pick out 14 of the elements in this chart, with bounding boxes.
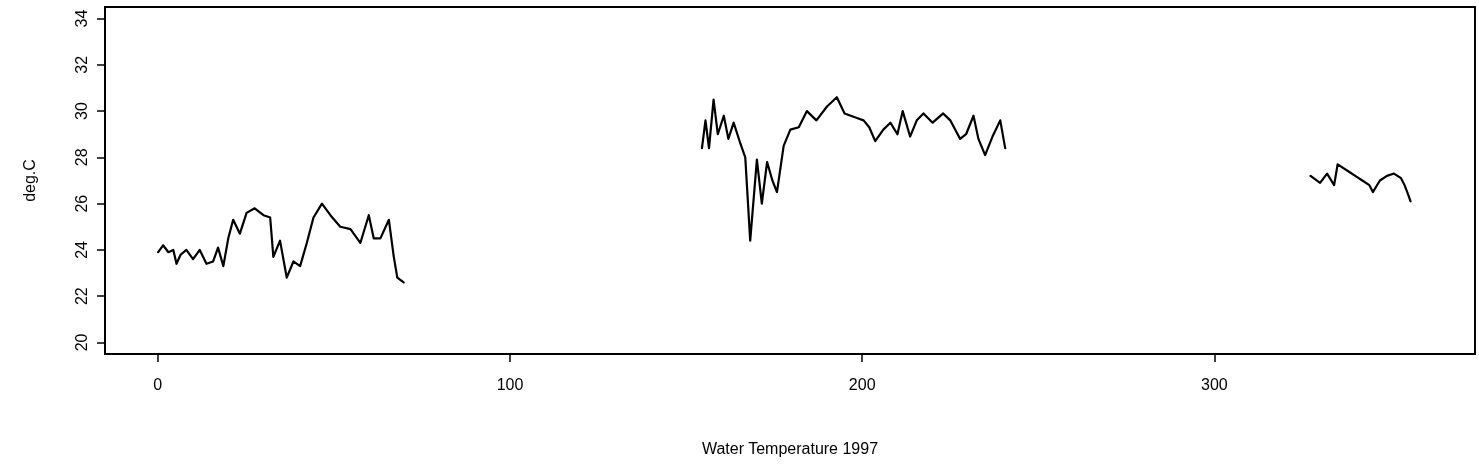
- y-tick-label: 34: [72, 9, 90, 28]
- y-tick-label: 26: [72, 194, 90, 213]
- x-tick-label: 100: [496, 375, 524, 393]
- x-tick-label: 0: [153, 375, 163, 393]
- y-tick-label: 32: [72, 55, 90, 74]
- x-tick-label: 300: [1201, 375, 1228, 393]
- y-tick-label: 22: [72, 287, 90, 306]
- y-tick-label: 28: [72, 148, 90, 167]
- x-tick-label: 200: [848, 375, 876, 393]
- y-axis-title: deg.C: [20, 159, 38, 202]
- x-axis-title: Water Temperature 1997: [701, 439, 879, 457]
- y-tick-label: 24: [72, 240, 90, 259]
- y-tick-label: 30: [72, 102, 90, 120]
- y-tick-label: 20: [72, 333, 90, 352]
